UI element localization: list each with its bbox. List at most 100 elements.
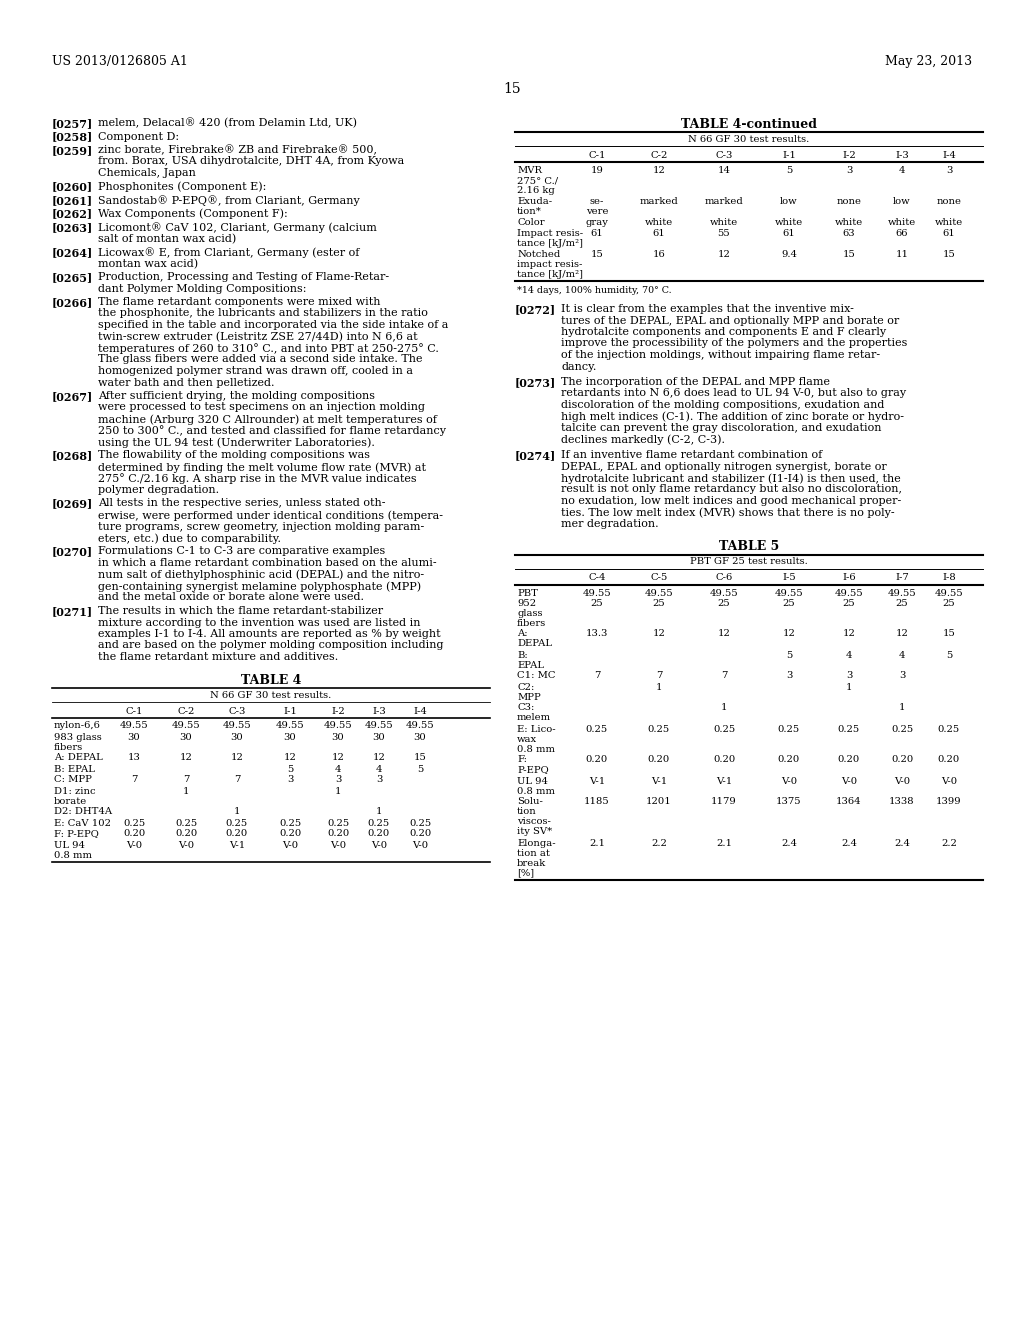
Text: 0.20: 0.20 — [226, 829, 248, 838]
Text: discoloration of the molding compositions, exudation and: discoloration of the molding composition… — [561, 400, 885, 411]
Text: 1201: 1201 — [646, 797, 672, 807]
Text: 12: 12 — [652, 630, 666, 639]
Text: 1364: 1364 — [837, 797, 862, 807]
Text: *14 days, 100% humidity, 70° C.: *14 days, 100% humidity, 70° C. — [517, 286, 672, 294]
Text: B: EPAL: B: EPAL — [54, 764, 95, 774]
Text: 25: 25 — [782, 598, 796, 607]
Text: 25: 25 — [943, 598, 955, 607]
Text: machine (Arburg 320 C Allrounder) at melt temperatures of: machine (Arburg 320 C Allrounder) at mel… — [98, 414, 437, 425]
Text: 275° C./: 275° C./ — [517, 176, 558, 185]
Text: After sufficient drying, the molding compositions: After sufficient drying, the molding com… — [98, 391, 375, 401]
Text: E: Lico-: E: Lico- — [517, 725, 556, 734]
Text: I-4: I-4 — [942, 150, 956, 160]
Text: Formulations C-1 to C-3 are comparative examples: Formulations C-1 to C-3 are comparative … — [98, 546, 385, 557]
Text: TABLE 4-continued: TABLE 4-continued — [681, 117, 817, 131]
Text: 1: 1 — [233, 808, 241, 817]
Text: 4: 4 — [376, 764, 382, 774]
Text: 7: 7 — [594, 672, 600, 681]
Text: 1: 1 — [899, 704, 905, 713]
Text: polymer degradation.: polymer degradation. — [98, 484, 219, 495]
Text: 49.55: 49.55 — [120, 722, 148, 730]
Text: The flowability of the molding compositions was: The flowability of the molding compositi… — [98, 450, 370, 461]
Text: V-0: V-0 — [126, 841, 142, 850]
Text: impact resis-: impact resis- — [517, 260, 583, 269]
Text: viscos-: viscos- — [517, 817, 551, 826]
Text: I-2: I-2 — [842, 150, 856, 160]
Text: declines markedly (C-2, C-3).: declines markedly (C-2, C-3). — [561, 434, 725, 445]
Text: 2.1: 2.1 — [589, 838, 605, 847]
Text: Exuda-: Exuda- — [517, 197, 552, 206]
Text: 0.25: 0.25 — [279, 818, 301, 828]
Text: borate: borate — [54, 796, 87, 805]
Text: 952: 952 — [517, 598, 537, 607]
Text: 3: 3 — [846, 672, 852, 681]
Text: N 66 GF 30 test results.: N 66 GF 30 test results. — [210, 690, 332, 700]
Text: and the metal oxide or borate alone were used.: and the metal oxide or borate alone were… — [98, 593, 364, 602]
Text: 7: 7 — [655, 672, 663, 681]
Text: tion at: tion at — [517, 849, 550, 858]
Text: [0274]: [0274] — [515, 450, 556, 461]
Text: May 23, 2013: May 23, 2013 — [885, 55, 972, 69]
Text: 0.20: 0.20 — [891, 755, 913, 764]
Text: 0.25: 0.25 — [123, 818, 145, 828]
Text: retardants into N 6,6 does lead to UL 94 V-0, but also to gray: retardants into N 6,6 does lead to UL 94… — [561, 388, 906, 399]
Text: 15: 15 — [414, 754, 426, 763]
Text: 0.8 mm: 0.8 mm — [517, 744, 555, 754]
Text: V-1: V-1 — [716, 776, 732, 785]
Text: 12: 12 — [332, 754, 344, 763]
Text: All tests in the respective series, unless stated oth-: All tests in the respective series, unle… — [98, 499, 385, 508]
Text: DEPAL: DEPAL — [517, 639, 552, 648]
Text: 0.25: 0.25 — [409, 818, 431, 828]
Text: low: low — [893, 197, 910, 206]
Text: twin-screw extruder (Leistritz ZSE 27/44D) into N 6,6 at: twin-screw extruder (Leistritz ZSE 27/44… — [98, 331, 418, 342]
Text: hydrotalcite components and components E and F clearly: hydrotalcite components and components E… — [561, 327, 886, 337]
Text: C-5: C-5 — [650, 573, 668, 582]
Text: eters, etc.) due to comparability.: eters, etc.) due to comparability. — [98, 533, 281, 544]
Text: Chemicals, Japan: Chemicals, Japan — [98, 168, 196, 178]
Text: F: P-EPQ: F: P-EPQ — [54, 829, 99, 838]
Text: 0.25: 0.25 — [778, 725, 800, 734]
Text: 2.16 kg: 2.16 kg — [517, 186, 555, 195]
Text: C-6: C-6 — [716, 573, 732, 582]
Text: 30: 30 — [230, 733, 244, 742]
Text: N 66 GF 30 test results.: N 66 GF 30 test results. — [688, 135, 810, 144]
Text: Impact resis-: Impact resis- — [517, 228, 583, 238]
Text: I-4: I-4 — [413, 706, 427, 715]
Text: tion*: tion* — [517, 207, 542, 216]
Text: 1: 1 — [846, 682, 852, 692]
Text: I-3: I-3 — [895, 150, 909, 160]
Text: se-: se- — [590, 197, 604, 206]
Text: 30: 30 — [179, 733, 193, 742]
Text: wax: wax — [517, 734, 538, 743]
Text: 5: 5 — [417, 764, 423, 774]
Text: the phosphonite, the lubricants and stabilizers in the ratio: the phosphonite, the lubricants and stab… — [98, 309, 428, 318]
Text: 0.25: 0.25 — [175, 818, 198, 828]
Text: MPP: MPP — [517, 693, 541, 701]
Text: 12: 12 — [718, 249, 730, 259]
Text: [0259]: [0259] — [52, 145, 93, 156]
Text: 49.55: 49.55 — [645, 589, 674, 598]
Text: white: white — [645, 218, 673, 227]
Text: tance [kJ/m²]: tance [kJ/m²] — [517, 239, 583, 248]
Text: [0271]: [0271] — [52, 606, 93, 616]
Text: 1: 1 — [335, 787, 341, 796]
Text: tance [kJ/m²]: tance [kJ/m²] — [517, 271, 583, 279]
Text: V-1: V-1 — [651, 776, 667, 785]
Text: Wax Components (Component F):: Wax Components (Component F): — [98, 209, 288, 219]
Text: 0.20: 0.20 — [409, 829, 431, 838]
Text: Sandostab® P-EPQ®, from Clariant, Germany: Sandostab® P-EPQ®, from Clariant, German… — [98, 195, 359, 206]
Text: 0.25: 0.25 — [327, 818, 349, 828]
Text: 25: 25 — [591, 598, 603, 607]
Text: I-1: I-1 — [283, 706, 297, 715]
Text: 9.4: 9.4 — [781, 249, 797, 259]
Text: 15: 15 — [591, 249, 603, 259]
Text: 49.55: 49.55 — [888, 589, 916, 598]
Text: result is not only flame retardancy but also no discoloration,: result is not only flame retardancy but … — [561, 484, 902, 495]
Text: [0261]: [0261] — [52, 195, 93, 206]
Text: 3: 3 — [335, 776, 341, 784]
Text: 15: 15 — [942, 249, 955, 259]
Text: 0.20: 0.20 — [778, 755, 800, 764]
Text: ity SV*: ity SV* — [517, 828, 552, 837]
Text: high melt indices (C-1). The addition of zinc borate or hydro-: high melt indices (C-1). The addition of… — [561, 412, 904, 422]
Text: V-0: V-0 — [894, 776, 910, 785]
